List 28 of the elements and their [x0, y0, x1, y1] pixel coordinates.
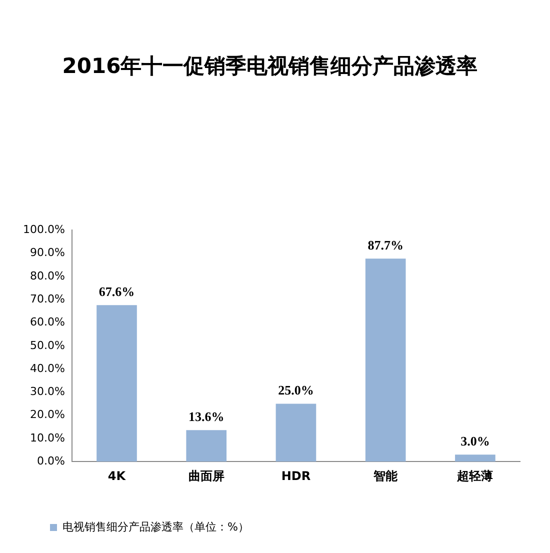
chart-title: 2016年十一促销季电视销售细分产品渗透率 [62, 54, 478, 78]
y-tick-label: 50.0% [30, 338, 65, 352]
x-tick-label: 智能 [372, 468, 399, 483]
x-tick-label: 曲面屏 [188, 468, 224, 483]
bar [186, 430, 227, 462]
y-tick-label: 0.0% [36, 454, 65, 468]
y-tick-label: 10.0% [30, 431, 65, 444]
y-tick-label: 30.0% [30, 385, 65, 398]
x-tick-label: 超轻薄 [456, 468, 494, 483]
y-tick-label: 90.0% [30, 246, 65, 260]
data-label: 13.6% [188, 408, 224, 424]
bar [455, 454, 496, 462]
data-label: 87.7% [368, 238, 404, 253]
bar [96, 305, 137, 462]
x-tick-label: HDR [281, 468, 311, 483]
bar [276, 404, 316, 462]
data-label: 67.6% [98, 284, 135, 300]
y-tick-label: 60.0% [30, 316, 65, 329]
y-tick-label: 40.0% [30, 362, 65, 375]
data-label: 25.0% [278, 382, 314, 398]
legend-label: 电视销售细分产品渗透率（单位：%） [62, 520, 249, 534]
y-tick-label: 70.0% [30, 292, 65, 306]
bar [365, 258, 406, 462]
data-label: 3.0% [460, 434, 490, 449]
x-tick-label: 4K [108, 468, 126, 483]
y-tick-label: 80.0% [30, 269, 65, 282]
y-tick-label: 100.0% [22, 223, 65, 236]
y-tick-label: 20.0% [30, 408, 65, 422]
